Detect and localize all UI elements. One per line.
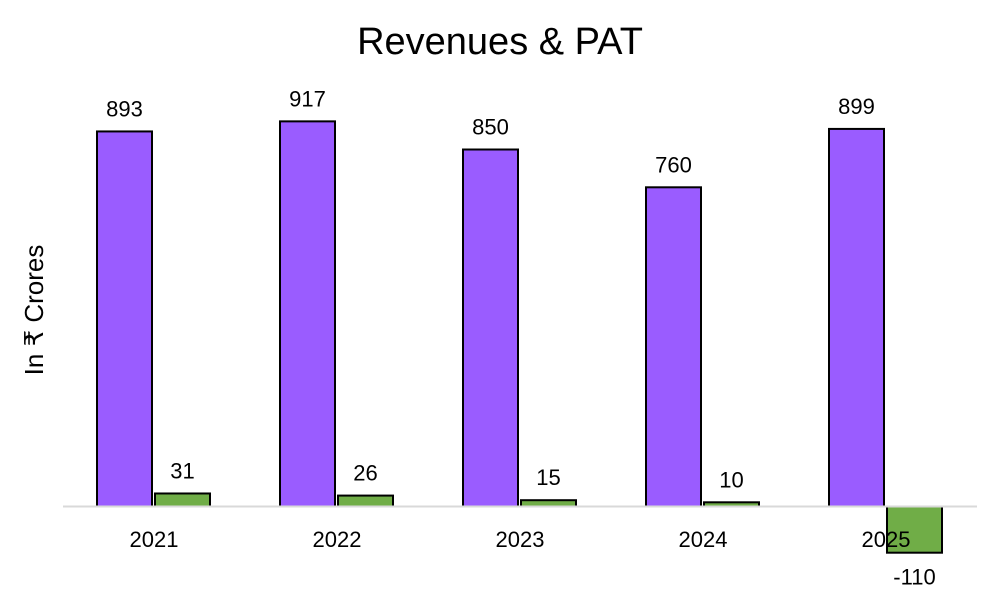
data-label-series-1-2025: 899 — [838, 94, 875, 119]
labels-group: 893 31 2021 917 26 2022 850 15 2023 760 10 2024 899 -… — [106, 86, 936, 589]
data-label-series-2-2022: 26 — [353, 461, 377, 486]
x-tick-label-2023: 2023 — [496, 527, 545, 552]
x-tick-label-2025: 2025 — [862, 527, 911, 552]
bar-series-2-2022 — [337, 494, 394, 508]
bar-series-2-2025 — [886, 505, 943, 554]
data-label-series-2-2021: 31 — [170, 458, 194, 483]
bars-group — [96, 120, 943, 554]
data-label-series-2-2024: 10 — [719, 467, 743, 492]
bar-series-1-2021 — [96, 130, 153, 508]
data-label-series-1-2023: 850 — [472, 115, 509, 140]
data-label-series-1-2021: 893 — [106, 96, 143, 121]
bar-series-1-2025 — [828, 127, 885, 508]
data-label-series-1-2024: 760 — [655, 152, 692, 177]
bar-series-2-2021 — [154, 492, 211, 508]
bar-series-1-2024 — [645, 186, 702, 508]
chart-title: Revenues & PAT — [357, 21, 643, 63]
data-label-series-1-2022: 917 — [289, 86, 326, 111]
x-tick-label-2021: 2021 — [130, 527, 179, 552]
y-axis-label: In ₹ Crores — [19, 245, 49, 376]
x-tick-label-2022: 2022 — [313, 527, 362, 552]
bar-series-1-2022 — [279, 120, 336, 508]
bar-series-1-2023 — [462, 148, 519, 508]
data-label-series-2-2023: 15 — [536, 465, 560, 490]
x-tick-label-2024: 2024 — [679, 527, 728, 552]
data-label-series-2-2025: -110 — [893, 565, 935, 590]
